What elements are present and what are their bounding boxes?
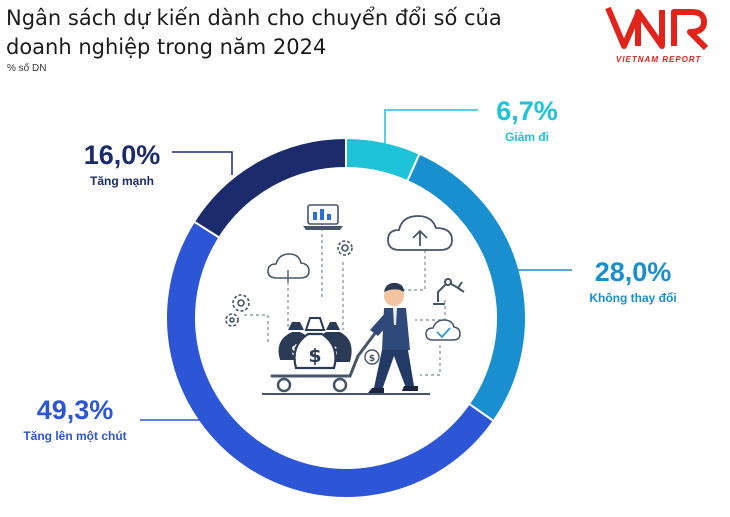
- value-tang-manh: 16,0%: [83, 140, 161, 170]
- robot-arm-icon: [433, 278, 465, 305]
- label-giam-di: 6,7% Giảm đi: [482, 96, 572, 146]
- cloud-icon: [267, 253, 310, 282]
- gear-icon: [337, 240, 353, 256]
- value-tang-len-mot-chut: 49,3%: [36, 395, 114, 425]
- laptop-chart-icon: [303, 204, 343, 230]
- label-khong-thay-doi: 28,0% Không thay đổi: [573, 257, 693, 307]
- name-khong-thay-doi: Không thay đổi: [589, 291, 677, 305]
- chart-title: Ngân sách dự kiến dành cho chuyển đổi số…: [6, 6, 502, 59]
- money-bag-icon: $ $ $: [278, 317, 352, 370]
- leader-line-giam-di: [384, 109, 478, 145]
- label-tang-len-mot-chut: 49,3% Tăng lên một chút: [10, 395, 140, 445]
- value-giam-di: 6,7%: [496, 96, 558, 126]
- vietnam-report-logo: [605, 6, 709, 51]
- gear-icon: [225, 294, 250, 327]
- leader-line-tang-manh: [172, 151, 233, 175]
- cart-icon: [262, 318, 430, 395]
- name-tang-manh: Tăng mạnh: [89, 174, 154, 188]
- center-illustration: $ $ $ $: [225, 204, 465, 395]
- cloud-upload-icon: [387, 215, 453, 251]
- svg-text:$: $: [369, 354, 375, 364]
- slice-giam-di: [345, 136, 421, 183]
- unit-label: % số DN: [7, 63, 47, 74]
- label-tang-manh: 16,0% Tăng mạnh: [72, 140, 172, 190]
- value-khong-thay-doi: 28,0%: [594, 257, 672, 287]
- svg-text:$: $: [308, 345, 321, 367]
- logo-text: VIETNAM REPORT: [616, 55, 702, 64]
- businessman-icon: [368, 282, 418, 393]
- coin-icon: $: [364, 349, 380, 365]
- cloud-check-icon: [425, 319, 461, 341]
- name-tang-len-mot-chut: Tăng lên một chút: [23, 429, 127, 443]
- slice-tang-manh: [192, 136, 347, 240]
- name-giam-di: Giảm đi: [504, 130, 549, 144]
